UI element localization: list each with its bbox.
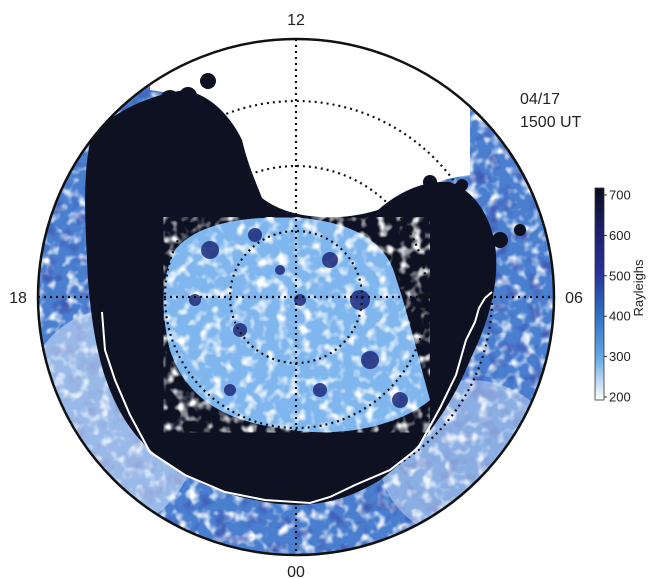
latitude-ring-outer <box>98 99 494 495</box>
disc-outline <box>36 37 556 557</box>
colorbar-tick-label: 700 <box>609 188 631 203</box>
dayside-arc-blobs <box>160 73 526 248</box>
latitude-ring-middle <box>163 164 429 430</box>
mlt-meridians <box>38 39 554 555</box>
colorbar-ticks: 700 600 500 400 300 200 <box>604 188 631 405</box>
mlt-label-dawn: 06 <box>565 290 583 307</box>
auroral-oval-core <box>85 90 497 505</box>
mlt-label-noon: 12 <box>287 12 305 29</box>
colorbar-tick-label: 600 <box>609 228 631 243</box>
colorbar-tick-label: 400 <box>609 309 631 324</box>
mlt-label-dusk: 18 <box>9 290 27 307</box>
polar-image-disc <box>38 39 554 555</box>
image-time: 1500 UT <box>520 114 582 131</box>
colorbar-label: Rayleighs <box>631 259 646 317</box>
colorbar-tick-label: 200 <box>609 390 631 405</box>
colorbar-gradient <box>594 187 605 401</box>
mlt-label-midnight: 00 <box>287 564 305 579</box>
colorbar-tick-label: 300 <box>609 349 631 364</box>
dayside-no-data <box>150 39 470 220</box>
colorbar-tick-label: 500 <box>609 268 631 283</box>
image-date: 04/17 <box>520 91 560 108</box>
oval-boundary-line <box>101 291 493 505</box>
polar-cap-mottle <box>163 217 430 433</box>
colorbar: 700 600 500 400 300 200 Rayleighs <box>594 187 646 405</box>
polar-cap-dark-spots <box>189 228 408 408</box>
